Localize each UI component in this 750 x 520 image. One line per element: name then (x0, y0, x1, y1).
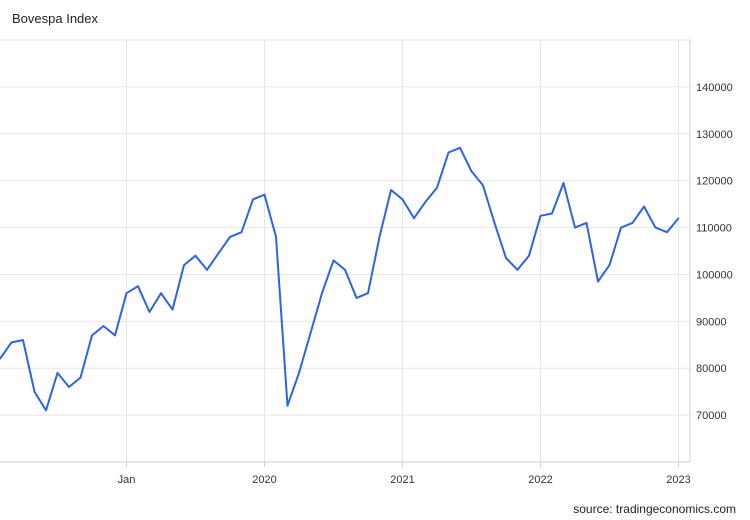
data-point (562, 182, 565, 184)
data-point (206, 269, 208, 271)
y-tick-label: 110000 (696, 223, 732, 235)
data-point (413, 217, 415, 219)
data-point (677, 217, 680, 219)
source-note: source: tradingeconomics.com (573, 502, 736, 516)
data-point (355, 297, 358, 299)
x-tick-label: Jan (118, 474, 136, 486)
data-point (378, 236, 381, 238)
data-point (194, 254, 197, 257)
x-tick-label: 2021 (390, 474, 414, 486)
data-point (539, 215, 542, 217)
data-point (516, 269, 519, 271)
chart-title: Bovespa Index (12, 11, 99, 26)
x-axis: Jan 2020 2021 2022 2023 (0, 461, 691, 486)
x-tick-label: 2020 (252, 474, 276, 486)
data-point (436, 186, 438, 189)
data-point (470, 170, 473, 173)
data-point (643, 205, 645, 208)
data-point (597, 280, 599, 283)
data-point (252, 198, 254, 201)
data-point (332, 259, 335, 262)
data-point (367, 292, 369, 295)
data-point (22, 339, 24, 341)
data-point (0, 358, 1, 360)
series-line (0, 146, 680, 412)
data-point (459, 147, 461, 149)
y-tick-label: 140000 (696, 82, 733, 94)
x-tick-label: 2022 (528, 474, 552, 486)
data-point (160, 292, 162, 295)
data-point (56, 372, 59, 374)
y-tick-label: 100000 (696, 269, 733, 281)
data-point (125, 292, 128, 295)
data-point (33, 390, 36, 393)
data-point (447, 151, 450, 154)
data-point (620, 226, 622, 229)
data-point (321, 292, 323, 295)
y-tick-label: 120000 (696, 176, 733, 188)
data-point (608, 264, 611, 266)
x-tick-label: 2023 (666, 474, 690, 486)
data-point (401, 198, 404, 201)
data-point (482, 184, 484, 187)
y-tick-label: 80000 (696, 363, 727, 375)
data-point (286, 404, 289, 407)
data-point (390, 189, 392, 191)
data-point (505, 257, 507, 259)
data-point (666, 231, 668, 233)
data-point (631, 222, 634, 224)
data-point (424, 201, 427, 203)
data-point (79, 376, 82, 379)
data-point (10, 341, 13, 344)
data-point (275, 236, 277, 238)
data-point (298, 372, 300, 374)
data-point (344, 269, 346, 271)
data-point (114, 334, 116, 337)
y-axis: 70000 80000 90000 100000 110000 120000 130000 1… (689, 40, 733, 462)
data-point (574, 226, 576, 229)
data-point (102, 325, 105, 327)
data-point (654, 226, 657, 229)
y-tick-label: 130000 (696, 129, 733, 141)
data-point (240, 231, 243, 233)
data-point (137, 285, 139, 288)
data-point (229, 236, 231, 238)
data-point (217, 252, 220, 255)
series-layer (0, 146, 680, 412)
y-tick-label: 70000 (696, 410, 727, 422)
data-point (45, 409, 47, 412)
data-point (585, 222, 588, 224)
data-point (309, 332, 312, 334)
y-tick-label: 90000 (696, 316, 727, 328)
data-point (493, 222, 496, 224)
data-point (528, 254, 530, 257)
data-point (183, 264, 185, 266)
grid-lines (0, 39, 690, 462)
data-point (551, 212, 553, 215)
data-point (91, 334, 93, 337)
data-point (148, 311, 151, 313)
data-point (171, 308, 174, 311)
data-point (263, 193, 266, 196)
data-point (68, 386, 70, 388)
